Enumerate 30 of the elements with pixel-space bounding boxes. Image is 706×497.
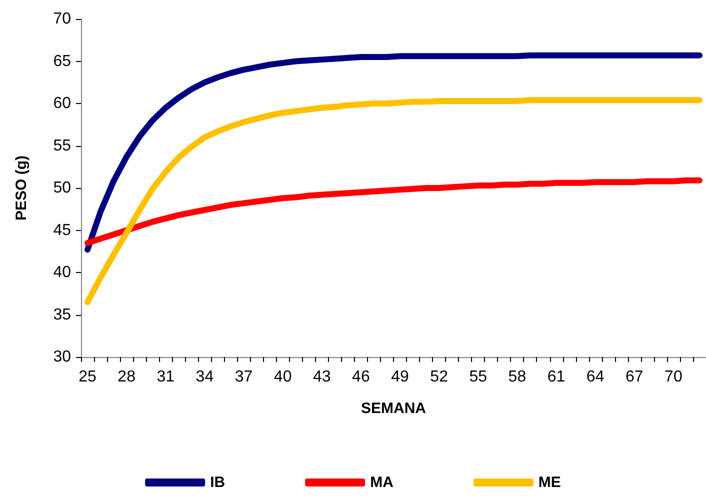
y-tick-label: 40 xyxy=(53,264,72,281)
x-tick-label: 28 xyxy=(118,368,136,386)
y-axis-title: PESO (g) xyxy=(13,155,30,221)
y-tick-label: 60 xyxy=(53,95,72,112)
y-tick-label: 45 xyxy=(53,222,72,239)
x-axis-title: SEMANA xyxy=(360,400,426,417)
y-tick-label: 50 xyxy=(53,180,72,196)
x-tick-label: 52 xyxy=(430,368,448,386)
legend-label: ME xyxy=(538,474,561,491)
x-tick-label: 40 xyxy=(274,368,292,386)
y-tick-label: 70 xyxy=(53,10,72,28)
x-tick-label: 31 xyxy=(156,368,175,386)
x-tick-label: 46 xyxy=(352,368,370,386)
x-tick-label: 61 xyxy=(547,368,566,386)
x-tick-label: 49 xyxy=(391,368,410,386)
y-tick-label: 35 xyxy=(53,306,72,324)
y-tick-label: 65 xyxy=(53,52,72,70)
y-tick-label: 30 xyxy=(53,348,72,366)
x-tick-label: 70 xyxy=(664,368,682,386)
x-tick-label: 64 xyxy=(586,368,604,386)
x-tick-label: 58 xyxy=(508,368,526,386)
x-tick-label: 55 xyxy=(469,368,488,386)
x-tick-label: 25 xyxy=(78,368,97,386)
y-tick-label: 55 xyxy=(53,137,72,154)
x-tick-label: 43 xyxy=(312,368,331,386)
x-tick-label: 67 xyxy=(625,368,644,386)
x-tick-label: 37 xyxy=(234,368,253,386)
legend-label: MA xyxy=(370,474,394,491)
x-tick-label: 34 xyxy=(196,368,214,386)
legend-label: IB xyxy=(210,474,226,491)
